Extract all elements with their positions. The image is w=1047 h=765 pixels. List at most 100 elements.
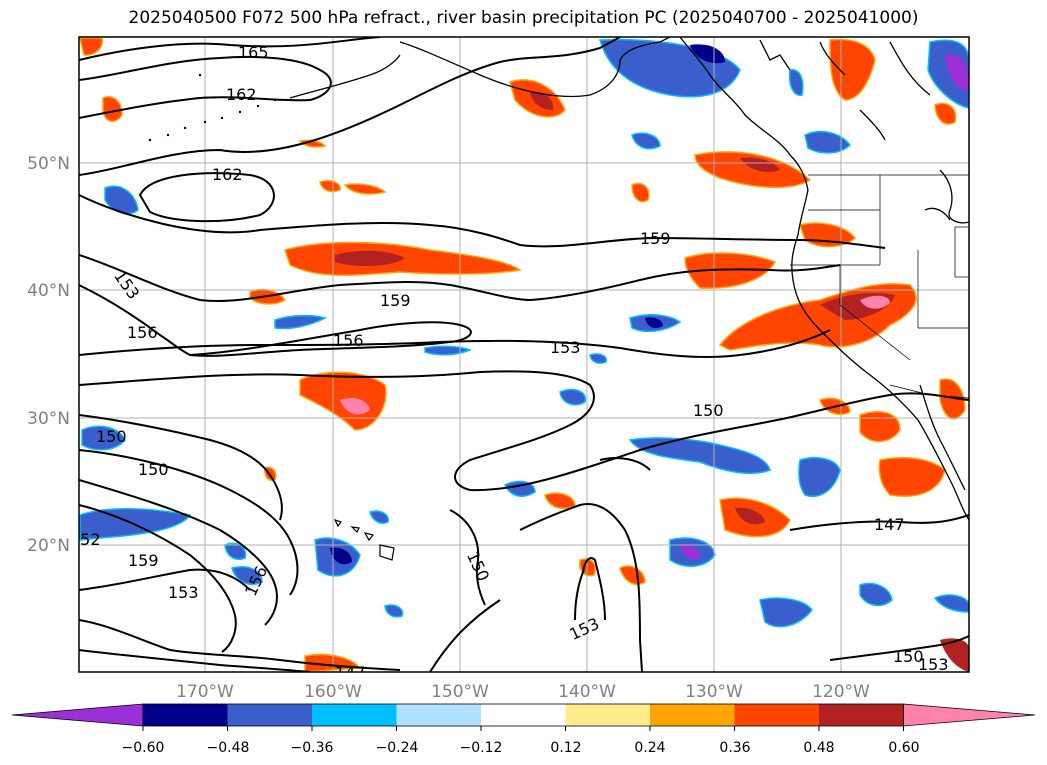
lat-label-40n: 40°N (27, 281, 70, 301)
fill-blob-east-pac-1 (684, 252, 777, 289)
lon-label-160w: 160°W (304, 682, 362, 702)
contour-label: 150 (893, 647, 924, 666)
colorbar-ticks: −0.60 −0.48 −0.36 −0.24 −0.12 0.12 0.24 … (122, 740, 920, 756)
fill-blob-aleutian (102, 96, 123, 123)
colorbar-tick-label: −0.12 (460, 740, 503, 756)
contour-label: 153 (918, 655, 949, 674)
hawaiian-islands (333, 518, 395, 561)
fill-blob-small-5 (934, 102, 957, 125)
contour-lines (79, 37, 969, 672)
fill-blob-mexico (878, 456, 946, 497)
colorbar-tick-label: −0.36 (291, 740, 334, 756)
lat-label-50n: 50°N (27, 154, 70, 174)
fill-blob-gulf-mexico (939, 378, 966, 420)
coastlines (289, 37, 969, 521)
colorbar-tick-label: 0.12 (550, 740, 581, 756)
map-frame (78, 36, 970, 673)
lon-label-120w: 120°W (812, 682, 870, 702)
contour-label: 147 (874, 515, 905, 534)
fill-blob-small-1 (631, 182, 650, 203)
fill-blob-west-2 (81, 425, 126, 451)
colorbar-tick-label: 0.60 (888, 740, 919, 756)
colorbar-tick-label: −0.48 (207, 740, 250, 756)
colorbar-tick-label: −0.60 (122, 740, 165, 756)
fill-blob-gulf-alaska (509, 79, 566, 118)
lon-label-170w: 170°W (176, 682, 234, 702)
contour-label: 162 (212, 165, 243, 184)
colorbar-tick-label: 0.24 (634, 740, 665, 756)
colorbar-segment (227, 704, 312, 726)
lon-label-140w: 140°W (558, 682, 616, 702)
colorbar: −0.60 −0.48 −0.36 −0.24 −0.12 0.12 0.24 … (11, 703, 1036, 756)
fill-blob-west-3 (104, 185, 139, 215)
fill-blob-mid-6 (859, 582, 893, 607)
map-title: 2025040500 F072 500 hPa refract., river … (128, 8, 919, 28)
fill-blob-mid-9 (788, 69, 804, 96)
fill-blob-washington (694, 151, 812, 189)
fill-blob-mid-15 (933, 594, 969, 613)
graticule (79, 37, 969, 672)
fill-blob-small-10 (343, 183, 387, 195)
fill-blob-mid-1 (628, 437, 771, 475)
lon-label-130w: 130°W (685, 682, 743, 702)
fill-blob-mid-east-core (680, 544, 700, 560)
fill-blob-mid-10 (631, 132, 661, 150)
contour-label: 147 (335, 663, 366, 682)
fill-blob-mid-7 (759, 597, 813, 628)
contour-label: 150 (138, 460, 169, 479)
fill-blob-hawaii-core (330, 547, 352, 565)
fill-blob-baja (859, 411, 901, 443)
colorbar-segment (819, 704, 904, 726)
contour-label: 156 (127, 323, 158, 342)
colorbar-tick-label: 0.48 (803, 740, 834, 756)
fill-blob-mid-4 (274, 314, 328, 330)
fill-blob-small-8 (940, 638, 969, 672)
fill-blob-mid-5 (424, 345, 473, 356)
fill-blob-mid-17 (369, 510, 389, 524)
contour-label: 156 (333, 331, 364, 350)
fill-blob-ne-corner-core (945, 54, 969, 91)
contour-label: 150 (693, 401, 724, 420)
fill-blob-mid-13 (224, 542, 247, 560)
fill-blob-bc-coast-core (690, 44, 725, 64)
colorbar-extend-min (11, 703, 144, 727)
colorbar-segment (565, 704, 650, 726)
colorbar-tick-label: −0.24 (376, 740, 419, 756)
contour-label: 153 (550, 338, 581, 357)
colorbar-segment (312, 704, 397, 726)
lon-label-150w: 150°W (431, 682, 489, 702)
fill-blob-mid-2 (798, 457, 841, 497)
fill-blob-mid-11 (559, 388, 587, 406)
colorbar-segment (396, 704, 481, 726)
fill-blob-mid-14 (231, 566, 263, 586)
colorbar-segments (11, 703, 1036, 731)
colorbar-tick-label: 0.36 (719, 740, 750, 756)
contour-label: 165 (238, 43, 269, 62)
colorbar-extend-max (903, 703, 1036, 727)
lat-label-30n: 30°N (27, 409, 70, 429)
fill-blob-east-pac-3 (735, 507, 765, 525)
contour-label: 159 (640, 229, 671, 248)
fill-blob-central-pac (284, 241, 522, 277)
fill-blob-ca (718, 282, 917, 351)
contour-label: 159 (128, 551, 159, 570)
fill-blob-mid-3-core (645, 317, 663, 328)
fill-blob-mid-18 (504, 480, 536, 497)
contour-label: 152 (70, 530, 101, 549)
colorbar-segment (650, 704, 735, 726)
negative-anomaly-fills (79, 38, 969, 628)
colorbar-outline (142, 703, 904, 727)
contour-label: 159 (380, 291, 411, 310)
contour-label: 162 (226, 85, 257, 104)
fill-blob-mid-12 (589, 353, 608, 364)
colorbar-segment (481, 704, 566, 726)
colorbar-segment (734, 704, 819, 726)
fill-blob-nw-corner (79, 37, 104, 56)
colorbar-segment (143, 704, 228, 726)
contour-label: 153 (168, 583, 199, 602)
lat-label-20n: 20°N (27, 536, 70, 556)
fill-blob-small-9 (319, 179, 341, 193)
contour-label: 150 (96, 427, 127, 446)
fill-blob-mid-8 (804, 130, 851, 154)
